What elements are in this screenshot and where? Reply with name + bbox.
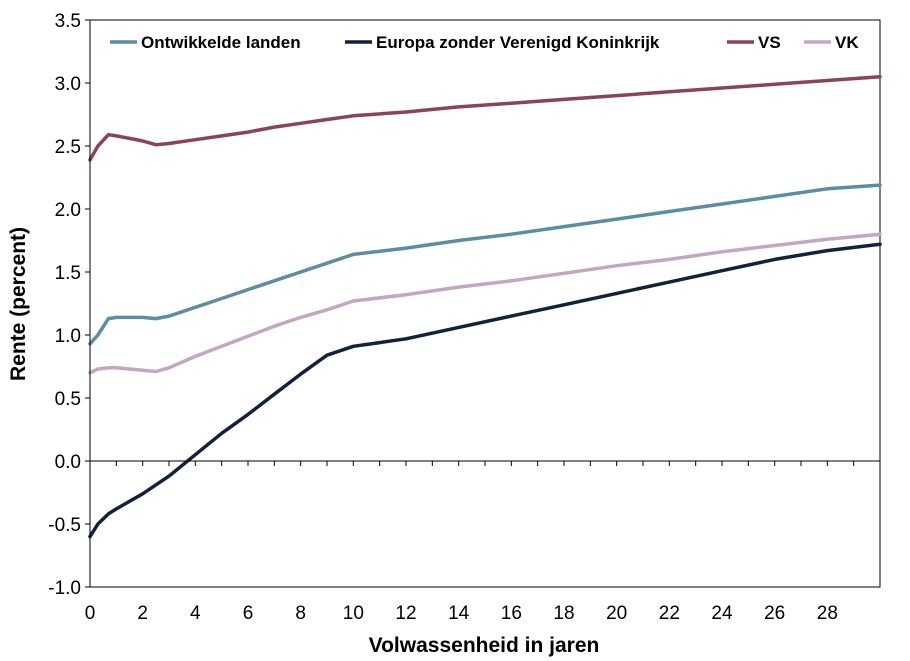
x-tick-label: 16	[501, 603, 522, 624]
series-line-1	[88, 183, 882, 346]
y-tick-label: 0.5	[55, 389, 81, 410]
legend: Ontwikkelde landen Europa zonder Verenigd…	[110, 33, 859, 52]
series-line-2	[88, 242, 882, 539]
legend-label-1: Ontwikkelde landen	[141, 33, 301, 52]
y-tick-label: 2.0	[55, 200, 81, 221]
x-tick-label: 26	[764, 603, 785, 624]
plot-frame	[89, 19, 881, 588]
axes	[85, 19, 881, 588]
y-tick-label: 3.0	[55, 74, 81, 95]
x-tick-label: 24	[711, 603, 733, 624]
y-tick-label: 2.5	[55, 137, 81, 158]
x-tick-label: 18	[553, 603, 574, 624]
y-tick-label: 0.0	[55, 452, 81, 473]
tick-labels: -1.0-0.50.00.51.01.52.02.53.03.50 2 4 6 8 10 1…	[48, 11, 838, 624]
y-tick-label: 3.5	[55, 11, 81, 32]
x-tick-label: 8	[295, 603, 306, 624]
x-tick-label: 6	[243, 603, 254, 624]
y-tick-label: 1.0	[55, 326, 81, 347]
x-tick-label: 20	[606, 603, 627, 624]
series-line-3	[88, 74, 882, 162]
x-tick-label: 22	[659, 603, 680, 624]
y-tick-label: 1.5	[55, 263, 81, 284]
x-tick-label: 14	[448, 603, 470, 624]
x-tick-label: 4	[190, 603, 201, 624]
x-tick-label: 2	[137, 603, 148, 624]
y-tick-label: -0.5	[48, 515, 81, 536]
y-tick-label: -1.0	[48, 578, 81, 599]
plot-area	[89, 19, 881, 588]
y-axis-title: Rente (percent)	[7, 227, 30, 381]
x-axis-title: Volwassenheid in jaren	[369, 634, 600, 657]
legend-label-2: Europa zonder Verenigd Koninkrijk	[376, 33, 660, 52]
x-tick-label: 28	[817, 603, 838, 624]
legend-label-4: VK	[835, 33, 859, 52]
series-line-4	[88, 232, 882, 375]
legend-label-3: VS	[758, 33, 781, 52]
x-tick-label: 10	[343, 603, 364, 624]
series-lines	[88, 74, 882, 539]
x-tick-label: 0	[85, 603, 96, 624]
x-tick-label: 12	[395, 603, 416, 624]
